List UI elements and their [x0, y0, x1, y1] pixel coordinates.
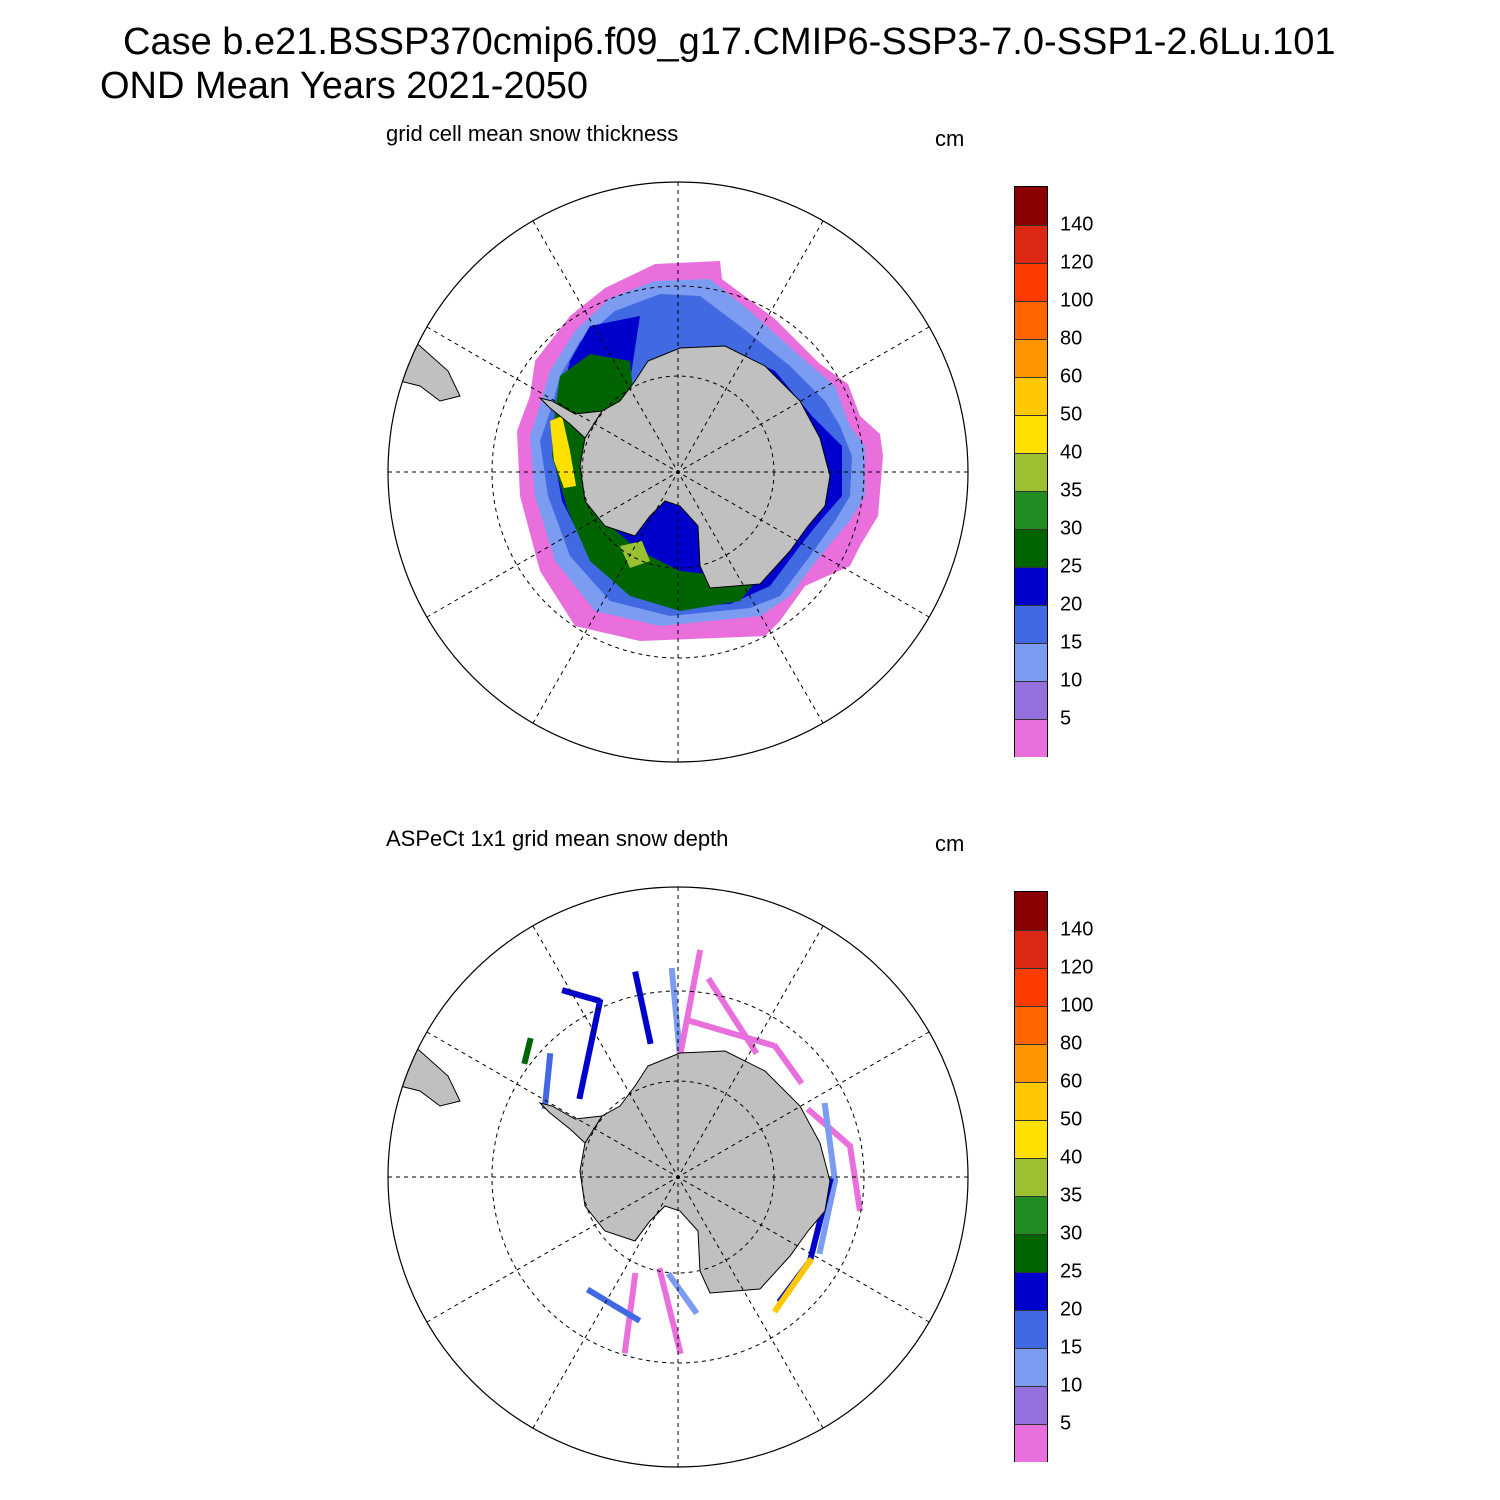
colorbar-tick-label: 40 — [1060, 441, 1083, 464]
colorbar-swatch — [1015, 529, 1047, 567]
colorbar-swatch — [1015, 1120, 1047, 1158]
colorbar-swatch — [1015, 681, 1047, 719]
colorbar-tick-label: 80 — [1060, 1032, 1083, 1055]
colorbar-swatch — [1015, 339, 1047, 377]
colorbar-tick-label: 25 — [1060, 1260, 1083, 1283]
colorbar-tick-label: 100 — [1060, 994, 1094, 1017]
top-panel-unit: cm — [935, 126, 965, 151]
colorbar-tick-label: 15 — [1060, 1336, 1083, 1359]
top-colorbar: 140 120 100 80 60 50 40 35 30 25 20 15 10 5 — [1014, 186, 1114, 758]
colorbar-tick-label: 20 — [1060, 1298, 1083, 1321]
antarctica-landmass — [579, 345, 831, 589]
colorbar-tick-label: 15 — [1060, 631, 1083, 654]
top-panel-subtitle: grid cell mean snow thickness — [386, 121, 679, 146]
figure-title-line-2: OND Mean Years 2021-2050 — [100, 65, 588, 107]
colorbar-tick-label: 35 — [1060, 1184, 1083, 1207]
snow-band-yellow — [550, 416, 576, 488]
bottom-polar-map — [387, 886, 969, 1468]
colorbar-swatch — [1015, 1196, 1047, 1234]
colorbar-tick-label: 35 — [1060, 479, 1083, 502]
bottom-panel-subtitle: ASPeCt 1x1 grid mean snow depth — [386, 826, 729, 851]
colorbar-tick-label: 50 — [1060, 403, 1083, 426]
colorbar-swatch — [1015, 491, 1047, 529]
antarctica-landmass-bottom — [579, 1050, 831, 1294]
bottom-colorbar: 140 120 100 80 60 50 40 35 30 25 20 15 10 5 — [1014, 891, 1114, 1463]
top-polar-map — [387, 181, 969, 763]
colorbar-tick-label: 30 — [1060, 1222, 1083, 1245]
bottom-colorbar-swatches — [1014, 891, 1048, 1462]
colorbar-tick-label: 120 — [1060, 251, 1094, 274]
colorbar-swatch — [1015, 415, 1047, 453]
colorbar-swatch — [1015, 1082, 1047, 1120]
colorbar-tick-label: 5 — [1060, 1412, 1072, 1435]
antarctic-peninsula-bottom — [538, 1102, 603, 1144]
colorbar-tick-label: 5 — [1060, 707, 1072, 730]
colorbar-tick-label: 120 — [1060, 956, 1094, 979]
colorbar-swatch — [1015, 719, 1047, 757]
colorbar-swatch — [1015, 301, 1047, 339]
colorbar-swatch — [1015, 930, 1047, 968]
colorbar-swatch — [1015, 377, 1047, 415]
south-america-land-bottom — [388, 1020, 461, 1107]
south-america-land — [388, 315, 461, 402]
colorbar-tick-label: 60 — [1060, 1070, 1083, 1093]
colorbar-swatch — [1015, 1348, 1047, 1386]
colorbar-tick-label: 10 — [1060, 669, 1083, 692]
colorbar-swatch — [1015, 1234, 1047, 1272]
colorbar-swatch — [1015, 1424, 1047, 1462]
colorbar-swatch — [1015, 1310, 1047, 1348]
colorbar-tick-label: 100 — [1060, 289, 1094, 312]
colorbar-swatch — [1015, 1272, 1047, 1310]
colorbar-tick-label: 80 — [1060, 327, 1083, 350]
colorbar-swatch — [1015, 187, 1047, 225]
colorbar-swatch — [1015, 1386, 1047, 1424]
colorbar-tick-label: 30 — [1060, 517, 1083, 540]
bottom-panel-unit: cm — [935, 831, 965, 856]
colorbar-swatch — [1015, 892, 1047, 930]
colorbar-tick-label: 20 — [1060, 593, 1083, 616]
colorbar-swatch — [1015, 643, 1047, 681]
colorbar-swatch — [1015, 968, 1047, 1006]
colorbar-swatch — [1015, 1044, 1047, 1082]
colorbar-tick-label: 140 — [1060, 918, 1094, 941]
obs-tracks — [521, 947, 864, 1355]
antarctic-peninsula — [538, 397, 603, 439]
colorbar-swatch — [1015, 605, 1047, 643]
colorbar-swatch — [1015, 1006, 1047, 1044]
figure-title-line-1: Case b.e21.BSSP370cmip6.f09_g17.CMIP6-SS… — [123, 21, 1336, 63]
colorbar-tick-label: 40 — [1060, 1146, 1083, 1169]
colorbar-tick-label: 60 — [1060, 365, 1083, 388]
colorbar-swatch — [1015, 453, 1047, 491]
top-colorbar-swatches — [1014, 186, 1048, 757]
colorbar-tick-label: 10 — [1060, 1374, 1083, 1397]
colorbar-swatch — [1015, 1158, 1047, 1196]
colorbar-tick-label: 50 — [1060, 1108, 1083, 1131]
colorbar-swatch — [1015, 567, 1047, 605]
colorbar-swatch — [1015, 225, 1047, 263]
colorbar-tick-label: 140 — [1060, 213, 1094, 236]
colorbar-swatch — [1015, 263, 1047, 301]
colorbar-tick-label: 25 — [1060, 555, 1083, 578]
